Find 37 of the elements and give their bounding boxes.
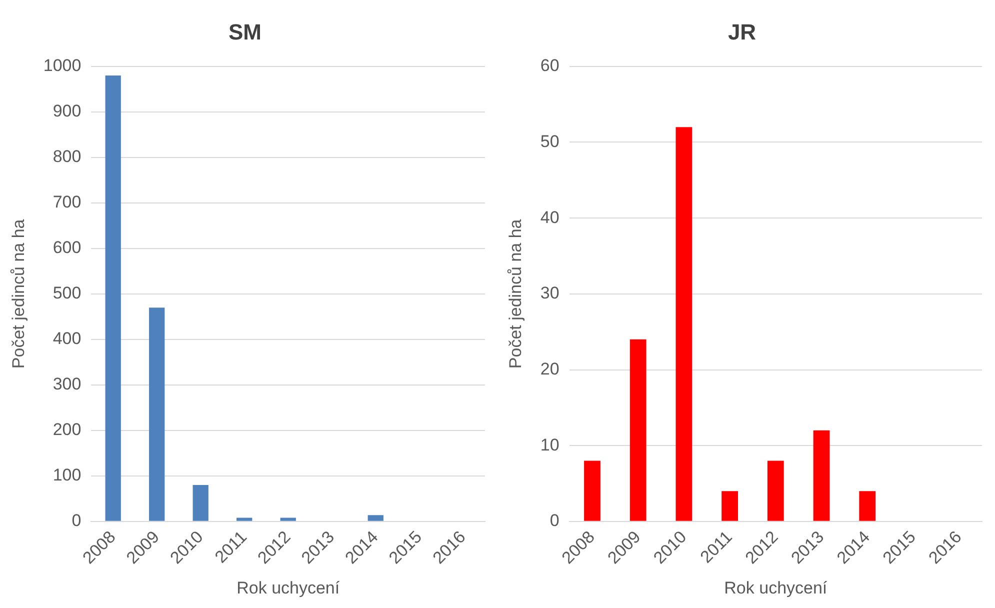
y-tick-label: 20 (540, 359, 560, 378)
y-tick-label: 800 (52, 147, 82, 166)
bar (192, 485, 208, 521)
y-tick-label: 600 (52, 238, 82, 258)
y-tick-label: 10 (540, 435, 560, 454)
bar (280, 518, 296, 521)
bar (722, 491, 738, 521)
chart-title: JR (728, 19, 756, 44)
y-axis-title: Počet jedinců na ha (8, 218, 28, 369)
y-tick-label: 0 (550, 511, 560, 530)
bar (767, 460, 784, 521)
y-tick-label: 400 (52, 329, 82, 348)
y-tick-label: 900 (52, 102, 82, 121)
bar (630, 339, 646, 521)
y-tick-label: 0 (72, 511, 82, 530)
y-tick-label: 60 (540, 56, 560, 76)
y-axis-title: Počet jedinců na ha (506, 218, 525, 369)
x-axis-title: Rok uchycení (236, 578, 340, 598)
bar (584, 460, 600, 521)
chart-title: SM (228, 19, 262, 44)
y-tick-label: 30 (540, 284, 560, 303)
y-tick-label: 300 (52, 374, 82, 394)
y-tick-label: 200 (52, 420, 82, 440)
y-tick-label: 100 (52, 466, 82, 485)
bar (813, 430, 830, 521)
bar (676, 127, 692, 521)
bar (368, 515, 384, 521)
y-tick-label: 50 (540, 132, 560, 151)
y-tick-label: 700 (52, 192, 82, 212)
bar (236, 518, 252, 521)
y-tick-label: 1000 (43, 56, 82, 76)
x-axis-title: Rok uchycení (724, 578, 828, 598)
bar (105, 76, 121, 521)
y-tick-label: 500 (52, 284, 82, 303)
bar (859, 491, 876, 521)
bar (149, 308, 165, 521)
y-tick-label: 40 (540, 208, 560, 227)
